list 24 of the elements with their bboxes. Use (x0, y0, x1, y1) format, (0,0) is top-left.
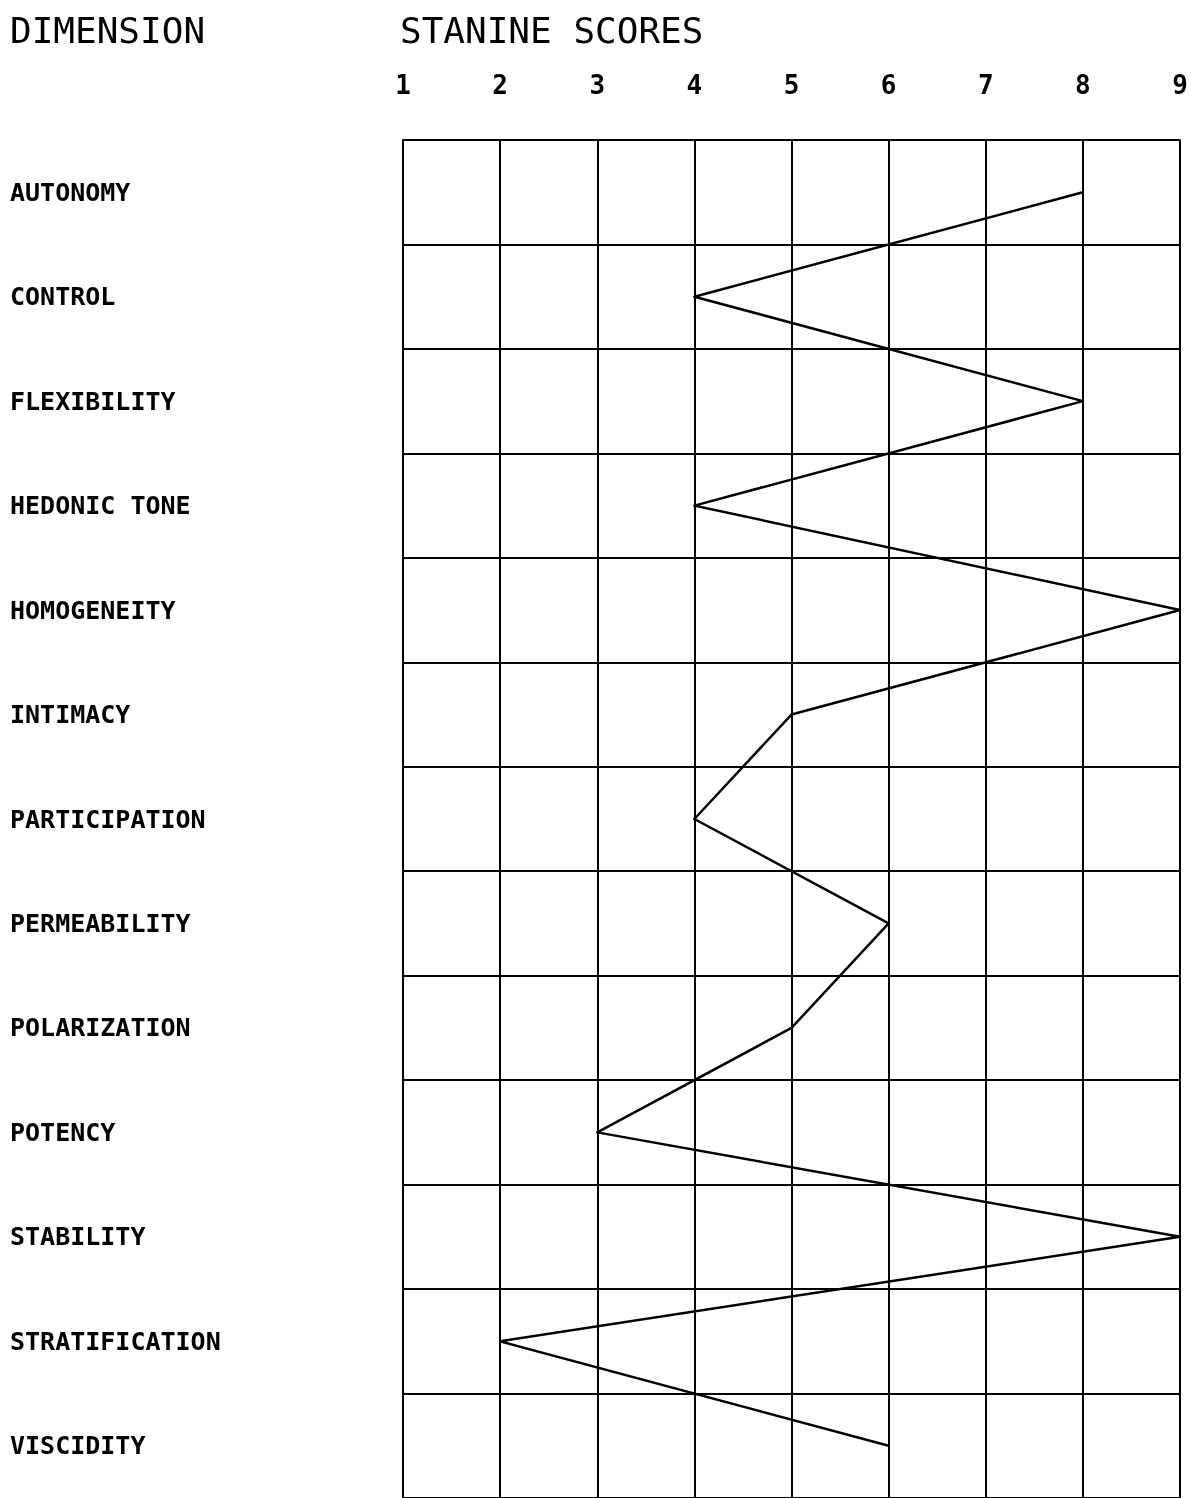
y-tick-label: VISCIDITY (10, 1431, 146, 1461)
x-tick-label: 2 (492, 70, 508, 100)
x-tick-label: 9 (1172, 70, 1188, 100)
y-tick-label: AUTONOMY (10, 177, 131, 207)
y-tick-label: POLARIZATION (10, 1013, 191, 1043)
y-tick-label: STRATIFICATION (10, 1326, 221, 1356)
y-tick-label: HOMOGENEITY (10, 595, 176, 625)
y-tick-label: CONTROL (10, 282, 116, 312)
x-tick-label: 6 (880, 70, 897, 100)
x-tick-label: 5 (783, 70, 800, 100)
x-tick-label: 3 (589, 70, 606, 100)
y-tick-label: FLEXIBILITY (10, 386, 176, 416)
y-tick-label: POTENCY (10, 1117, 116, 1147)
x-tick-label: 7 (977, 70, 994, 100)
x-tick-label: 8 (1075, 70, 1091, 100)
y-tick-label: PARTICIPATION (10, 804, 206, 834)
y-axis-title: DIMENSION (10, 9, 206, 51)
y-tick-label: PERMEABILITY (10, 908, 191, 938)
y-tick-label: INTIMACY (10, 700, 131, 730)
x-tick-label: 4 (686, 70, 703, 100)
y-tick-label: STABILITY (10, 1222, 146, 1252)
x-axis-title: STANINE SCORES (400, 9, 704, 51)
y-tick-label: HEDONIC TONE (10, 491, 191, 521)
x-tick-label: 1 (395, 70, 411, 100)
